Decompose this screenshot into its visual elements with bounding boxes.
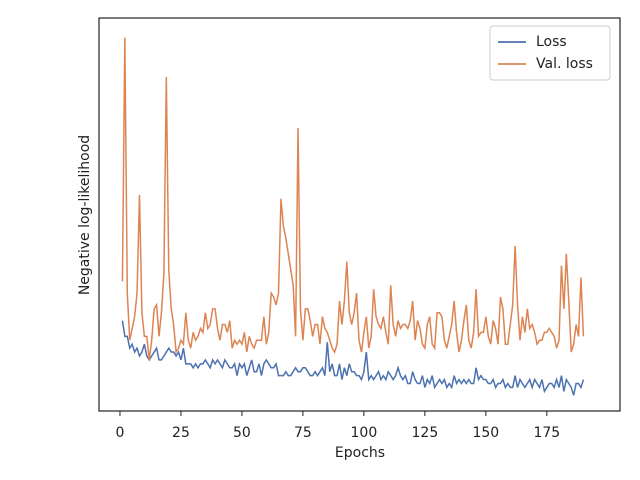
x-tick-label: 75 xyxy=(294,425,312,441)
legend-box xyxy=(489,25,611,81)
x-tick-label: 175 xyxy=(533,425,560,441)
x-axis-label: Epochs xyxy=(335,445,385,461)
y-axis-label: Negative log-likelihood xyxy=(77,135,93,295)
x-tick-label: 150 xyxy=(472,425,499,441)
line-series xyxy=(121,37,585,361)
line-series xyxy=(121,320,585,396)
legend-label: Val. loss xyxy=(536,56,593,72)
x-tick-label: 25 xyxy=(172,425,190,441)
x-tick-label: 0 xyxy=(116,425,125,441)
plot-frame xyxy=(98,17,621,412)
x-tick-label: 50 xyxy=(233,425,251,441)
x-tick-label: 125 xyxy=(412,425,439,441)
legend-label: Loss xyxy=(536,34,567,50)
x-tick-label: 100 xyxy=(351,425,378,441)
